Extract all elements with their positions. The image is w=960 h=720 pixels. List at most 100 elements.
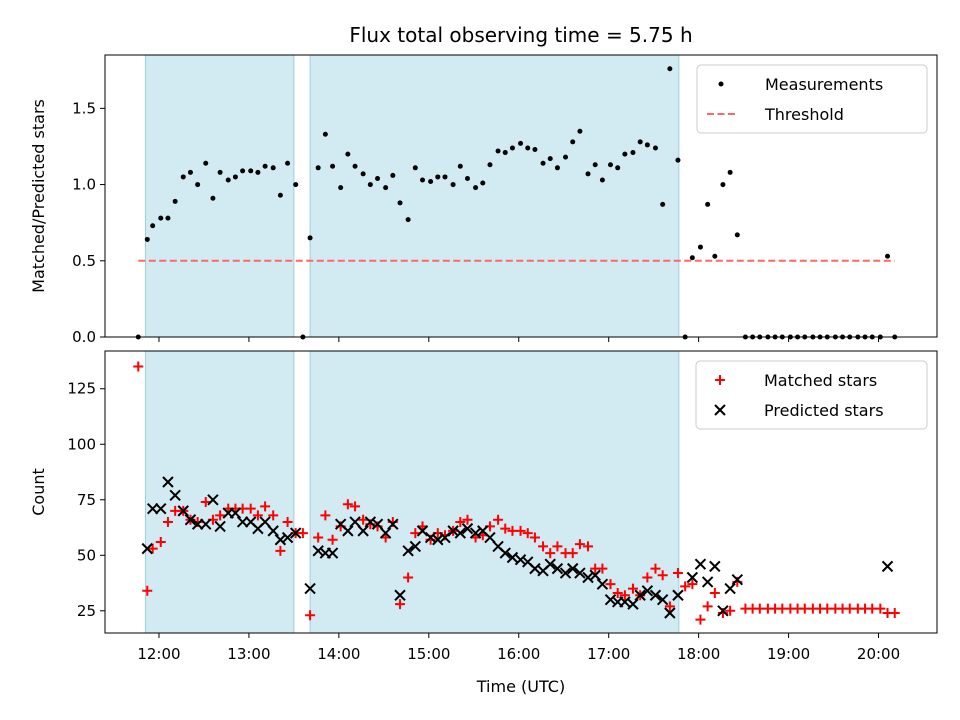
measurement-point bbox=[577, 128, 583, 134]
legend-label: Measurements bbox=[765, 75, 883, 94]
measurement-point bbox=[457, 163, 463, 169]
y-tick-label: 0.5 bbox=[72, 252, 96, 270]
predicted-star-point bbox=[364, 516, 377, 528]
measurement-point bbox=[615, 165, 621, 171]
measurement-point bbox=[428, 179, 434, 185]
measurement-point bbox=[607, 162, 613, 168]
predicted-star-point bbox=[694, 558, 707, 570]
measurement-point bbox=[203, 160, 209, 166]
x-tick-label: 15:00 bbox=[407, 645, 450, 663]
matched-star-point bbox=[529, 532, 540, 543]
measurement-point bbox=[637, 139, 643, 145]
predicted-star-point bbox=[461, 522, 474, 535]
matched-star-point bbox=[583, 541, 594, 552]
matched-star-point bbox=[612, 588, 623, 599]
legend-label: Predicted stars bbox=[764, 401, 884, 420]
matched-star-point bbox=[500, 523, 511, 534]
predicted-star-point bbox=[379, 527, 392, 539]
legend-label: Threshold bbox=[764, 105, 844, 124]
measurement-point bbox=[270, 165, 276, 171]
matched-star-point bbox=[245, 503, 256, 514]
predicted-star-point bbox=[641, 585, 654, 597]
measurement-point bbox=[540, 160, 546, 166]
matched-star-point bbox=[619, 590, 630, 601]
measurement-point bbox=[885, 253, 891, 259]
legend-measurement-handle bbox=[718, 81, 724, 87]
matched-star-point bbox=[702, 601, 713, 612]
measurement-point bbox=[217, 169, 223, 175]
measurement-point bbox=[705, 201, 711, 207]
count-panel: 12:00 13:00 14:00 15:00 16:00 17:00 18:00 19:00… bbox=[29, 350, 938, 696]
measurement-point bbox=[144, 236, 150, 242]
count-axis-ticks: 12:00 13:00 14:00 15:00 16:00 17:00 18:00 19:00… bbox=[67, 380, 900, 663]
predicted-star-point bbox=[604, 593, 617, 606]
matched-star-point bbox=[320, 510, 331, 521]
predicted-star-point bbox=[207, 494, 219, 506]
matched-star-point bbox=[155, 536, 166, 547]
predicted-star-point bbox=[567, 562, 579, 575]
predicted-star-point bbox=[312, 545, 324, 557]
predicted-star-point bbox=[214, 520, 226, 533]
predicted-star-point bbox=[416, 525, 429, 537]
predicted-star-point bbox=[544, 558, 556, 570]
predicted-star-point bbox=[454, 527, 466, 539]
ratio-y-axis-label: Matched/Predicted stars bbox=[29, 99, 48, 293]
matched-star-point bbox=[709, 588, 720, 599]
matched-star-point bbox=[200, 496, 211, 507]
predicted-star-point bbox=[394, 589, 406, 601]
ratio-data-marks bbox=[135, 66, 898, 340]
matched-star-point bbox=[350, 501, 361, 512]
count-data-marks bbox=[133, 361, 900, 625]
observing-window-band bbox=[309, 350, 680, 634]
measurement-point bbox=[570, 139, 576, 145]
ratio-plot-frame bbox=[104, 54, 938, 338]
predicted-star-point bbox=[551, 562, 564, 575]
matched-star-point bbox=[147, 543, 158, 554]
x-tick-label: 17:00 bbox=[587, 645, 630, 663]
measurement-point bbox=[307, 235, 313, 241]
y-tick-label: 0.0 bbox=[72, 328, 96, 346]
predicted-star-point bbox=[424, 531, 437, 544]
matched-star-point bbox=[538, 541, 549, 552]
measurement-point bbox=[420, 177, 426, 183]
matched-star-point bbox=[552, 541, 563, 552]
matched-star-point bbox=[650, 563, 661, 574]
x-tick-label: 20:00 bbox=[857, 645, 900, 663]
measurement-point bbox=[720, 182, 726, 188]
measurement-point bbox=[375, 175, 381, 181]
legend-matched-handle bbox=[715, 375, 725, 385]
matched-star-point bbox=[695, 614, 706, 625]
measurement-point bbox=[412, 165, 418, 171]
predicted-star-point bbox=[484, 531, 496, 544]
matched-star-point bbox=[403, 572, 414, 583]
predicted-star-point bbox=[184, 514, 197, 526]
chart-title: Flux total observing time = 5.75 h bbox=[349, 23, 692, 47]
predicted-star-point bbox=[619, 596, 631, 608]
predicted-star-point bbox=[701, 576, 714, 588]
measurement-point bbox=[675, 157, 681, 163]
matched-star-point bbox=[327, 534, 338, 545]
measurement-point bbox=[495, 148, 501, 154]
predicted-star-point bbox=[731, 574, 744, 586]
predicted-star-point bbox=[499, 547, 511, 559]
matched-star-point bbox=[313, 532, 324, 543]
measurement-point bbox=[255, 169, 261, 175]
matched-star-point bbox=[515, 525, 526, 536]
predicted-star-point bbox=[402, 545, 414, 557]
legend-box bbox=[695, 360, 928, 430]
y-tick-label: 25 bbox=[77, 602, 96, 620]
predicted-star-point bbox=[274, 534, 287, 546]
measurement-point bbox=[525, 145, 531, 151]
matched-star-point bbox=[133, 361, 144, 372]
predicted-star-point bbox=[169, 489, 181, 502]
matched-star-point bbox=[162, 516, 173, 527]
measurement-point bbox=[697, 244, 703, 250]
predicted-star-point bbox=[259, 516, 271, 528]
measurement-point bbox=[464, 175, 470, 181]
predicted-star-point bbox=[289, 527, 302, 539]
measurement-point bbox=[172, 198, 178, 204]
observing-window-band bbox=[144, 54, 295, 338]
predicted-star-point bbox=[357, 525, 369, 537]
measurement-point bbox=[712, 253, 718, 259]
predicted-star-point bbox=[514, 554, 527, 566]
